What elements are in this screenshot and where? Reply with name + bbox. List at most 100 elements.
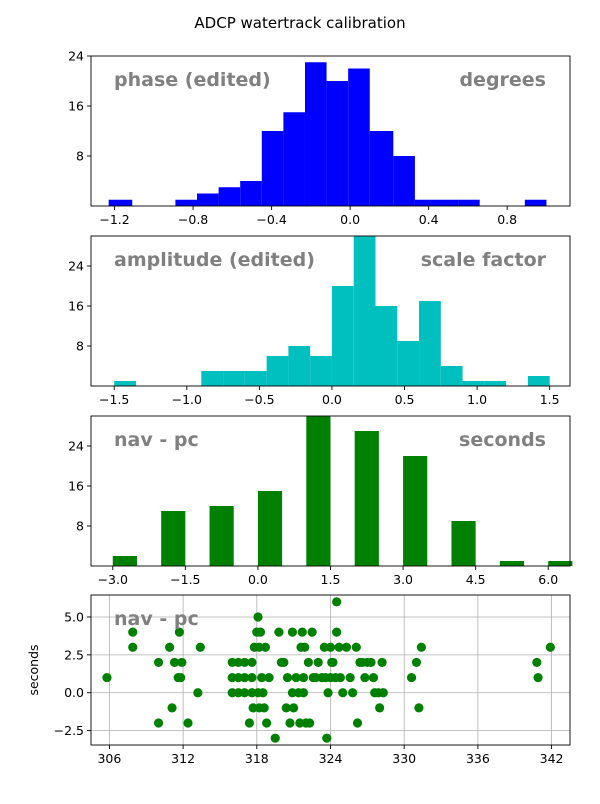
data-point: [239, 672, 250, 683]
histogram-bar: [393, 156, 415, 206]
data-point: [247, 657, 257, 668]
y-tick-label: 5.0: [64, 609, 84, 624]
y-tick-label: 8: [76, 149, 84, 164]
histogram-bar: [112, 556, 137, 566]
x-tick-label: 0.5: [395, 392, 415, 407]
histogram-bar: [304, 62, 327, 206]
histogram-bar: [548, 561, 573, 566]
x-tick-label: −1.2: [99, 212, 129, 227]
histogram-bar: [310, 356, 332, 386]
data-point: [375, 703, 385, 713]
x-tick-label: 1.5: [540, 392, 560, 407]
x-tick-label: 0.4: [419, 212, 439, 227]
histogram-bar: [306, 416, 331, 566]
data-point: [303, 657, 313, 668]
histogram-bar: [288, 346, 311, 386]
histogram-bar: [266, 356, 289, 386]
data-point: [297, 627, 307, 637]
data-point: [351, 642, 361, 652]
data-point: [285, 718, 295, 728]
data-point: [177, 657, 187, 668]
figure-title: ADCP watertrack calibration: [194, 14, 405, 32]
panel-annotation-left: nav - pc: [114, 608, 199, 630]
data-point: [259, 703, 269, 713]
x-tick-label: 3.0: [393, 572, 413, 587]
data-point: [287, 627, 298, 637]
chart-panel-1: phase (edited) degrees −1.2 −0.8 −0.4 0.0 0.4 0…: [68, 49, 571, 227]
histogram-bar: [484, 381, 507, 386]
y-tick-label: 2.5: [64, 647, 84, 662]
data-point: [416, 642, 426, 652]
histogram-bar: [218, 187, 241, 206]
data-point: [368, 672, 379, 683]
data-point: [289, 703, 299, 713]
plot-frame: [90, 55, 571, 207]
x-tick-label: 342: [540, 751, 564, 766]
x-tick-label: 4.5: [466, 572, 486, 587]
data-point: [270, 733, 280, 743]
data-point: [348, 688, 358, 698]
x-tick-label: −1.5: [99, 392, 129, 407]
histogram-bar: [353, 236, 376, 386]
data-point: [247, 672, 257, 683]
panel-annotation-left: phase (edited): [114, 69, 271, 91]
histogram-bar: [414, 199, 437, 206]
histogram-bar: [240, 181, 262, 206]
panel-annotation-right: seconds: [459, 429, 546, 451]
x-tick-label: 0.0: [340, 212, 360, 227]
histogram-bar: [354, 431, 379, 566]
data-point: [341, 642, 352, 652]
data-point: [174, 627, 185, 637]
x-tick-label: 330: [392, 751, 416, 766]
data-point: [300, 642, 310, 652]
y-tick-label: 0.0: [64, 685, 84, 700]
data-point: [291, 672, 301, 683]
x-tick-label: 306: [97, 751, 121, 766]
histogram-bar: [397, 341, 420, 386]
data-point: [264, 672, 274, 683]
histogram-bar: [261, 131, 284, 206]
histogram-bar: [114, 381, 136, 386]
y-axis-label: seconds: [26, 644, 41, 695]
y-tick-label: 8: [76, 339, 84, 354]
data-point: [298, 688, 309, 698]
chart-panel-2: amplitude (edited) scale factor −1.5 −1.0 −0…: [68, 235, 571, 407]
x-tick-label: −0.8: [178, 212, 208, 227]
data-point: [165, 642, 175, 652]
histogram-bar: [197, 193, 219, 206]
x-tick-label: 312: [171, 751, 195, 766]
data-point: [298, 672, 309, 683]
histogram-bar: [326, 81, 349, 206]
histogram-bar: [223, 371, 245, 386]
histogram-bar: [440, 366, 463, 386]
x-tick-label: −3.0: [98, 572, 128, 587]
data-point: [532, 657, 542, 668]
data-point: [262, 718, 272, 728]
data-point: [378, 688, 388, 698]
data-point: [335, 672, 345, 683]
panel-annotation-left: amplitude (edited): [114, 249, 315, 271]
panel-annotation-right: scale factor: [421, 249, 547, 271]
y-tick-label: 8: [76, 519, 84, 534]
histogram-bar: [161, 511, 186, 566]
histogram-bar: [201, 371, 224, 386]
data-point: [533, 672, 543, 683]
data-point: [239, 688, 250, 698]
y-tick-label: 16: [68, 479, 84, 494]
x-tick-label: 318: [245, 751, 269, 766]
x-tick-label: 0.0: [322, 392, 342, 407]
histogram-bar: [462, 381, 485, 386]
data-point: [332, 597, 342, 607]
data-point: [345, 672, 355, 683]
y-tick-label: 24: [68, 439, 84, 454]
histogram-bar: [244, 371, 267, 386]
data-point: [128, 642, 138, 652]
histogram-bar: [348, 68, 370, 206]
data-point: [406, 672, 417, 683]
data-point: [323, 688, 333, 698]
data-point: [414, 703, 424, 713]
data-point: [274, 627, 284, 637]
chart-panel-3: nav - pc seconds −3.0 −1.5 0.0 1.5 3.0 4.5 6.0 8 1…: [68, 415, 573, 587]
data-point: [183, 718, 193, 728]
